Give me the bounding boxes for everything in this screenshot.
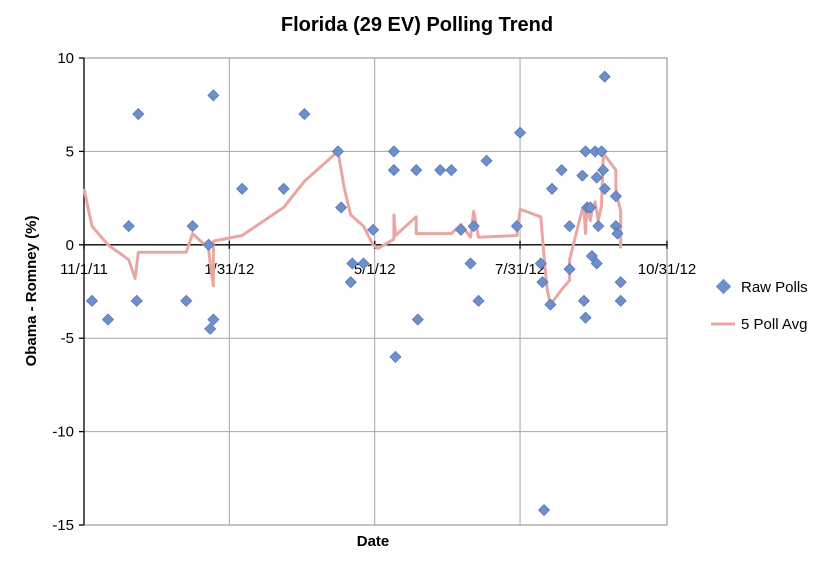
raw-poll-point — [472, 294, 485, 307]
raw-poll-point — [130, 294, 143, 307]
raw-poll-point — [590, 171, 603, 184]
raw-poll-point — [367, 223, 380, 236]
raw-poll-point — [387, 145, 400, 158]
raw-poll-point — [180, 294, 193, 307]
raw-poll-point — [598, 182, 611, 195]
raw-poll-point — [207, 313, 220, 326]
raw-poll-point — [563, 220, 576, 233]
raw-poll-point — [597, 164, 610, 177]
raw-poll-point — [411, 313, 424, 326]
raw-poll-point — [544, 298, 557, 311]
x-tick-label: 1/31/12 — [204, 261, 254, 278]
raw-poll-point — [545, 182, 559, 195]
raw-poll-point — [236, 182, 249, 195]
raw-poll-point — [590, 257, 603, 270]
y-axis-title: Obama - Romney (%) — [23, 216, 40, 367]
raw-poll-point — [577, 294, 591, 307]
raw-poll-point — [611, 227, 624, 240]
raw-poll-point — [335, 201, 348, 214]
raw-poll-point — [85, 294, 99, 307]
raw-poll-point — [204, 322, 217, 335]
raw-poll-point — [464, 257, 477, 270]
raw-poll-point — [579, 145, 592, 158]
raw-poll-point — [454, 223, 468, 236]
raw-poll-point — [101, 313, 115, 326]
raw-poll-point — [467, 220, 480, 233]
x-tick-label: 10/31/12 — [638, 261, 696, 278]
raw-poll-point — [480, 154, 493, 167]
raw-poll-point — [598, 70, 611, 83]
raw-poll-point — [576, 169, 589, 182]
raw-poll-point — [331, 145, 345, 158]
y-tick-label: 5 — [66, 143, 74, 160]
y-tick-label: -15 — [52, 517, 74, 534]
raw-poll-point — [609, 190, 622, 203]
y-tick-label: 10 — [57, 50, 74, 67]
raw-poll-point — [536, 276, 549, 289]
y-tick-label: -10 — [52, 424, 74, 441]
legend-raw-polls-label: Raw Polls — [741, 279, 808, 296]
raw-poll-point — [595, 145, 608, 158]
chart-title: Florida (29 EV) Polling Trend — [281, 14, 553, 36]
legend-average-line-label: 5 Poll Avg — [741, 316, 807, 333]
y-tick-label: 0 — [66, 237, 74, 254]
raw-poll-point — [202, 238, 215, 251]
raw-poll-point — [122, 220, 135, 233]
raw-poll-point — [132, 107, 145, 121]
x-axis-title: Date — [357, 533, 390, 550]
legend: Raw Polls 5 Poll Avg — [711, 278, 808, 333]
raw-poll-point — [555, 164, 568, 177]
raw-poll-point — [537, 503, 551, 517]
y-tick-labels: 10 5 0 -5 -10 -15 — [52, 50, 74, 534]
raw-poll-point — [357, 257, 370, 270]
raw-polls-layer — [85, 70, 627, 517]
raw-poll-point — [207, 89, 220, 102]
raw-poll-point — [614, 276, 627, 289]
raw-poll-point — [410, 164, 423, 177]
raw-poll-point — [614, 294, 627, 307]
raw-poll-point — [510, 220, 523, 233]
raw-poll-point — [584, 201, 597, 214]
raw-poll-point — [389, 350, 402, 363]
raw-poll-point — [434, 164, 447, 177]
raw-poll-point — [585, 249, 598, 263]
raw-poll-point — [344, 276, 357, 289]
raw-poll-point — [534, 257, 547, 270]
raw-poll-point — [579, 311, 592, 324]
raw-poll-point — [298, 107, 311, 121]
x-tick-labels: 11/1/11 1/31/12 5/1/12 7/31/12 10/31/12 — [60, 261, 696, 278]
x-tick-label: 11/1/11 — [60, 261, 108, 278]
raw-poll-point — [445, 164, 458, 177]
raw-poll-point — [387, 164, 400, 177]
x-tick-label: 7/31/12 — [495, 261, 545, 278]
raw-poll-point — [592, 220, 605, 233]
raw-poll-point — [563, 263, 576, 276]
raw-poll-point — [186, 220, 199, 233]
raw-poll-point — [277, 182, 290, 195]
raw-poll-point — [346, 257, 359, 270]
y-tick-label: -5 — [61, 330, 74, 347]
raw-poll-point — [513, 126, 527, 139]
